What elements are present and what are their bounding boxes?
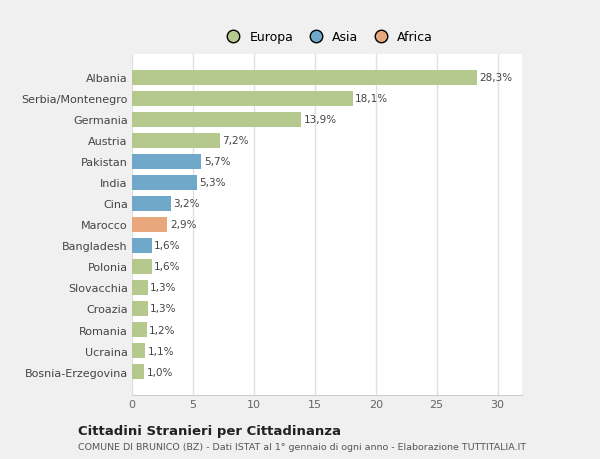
Text: 1,6%: 1,6%: [154, 262, 181, 272]
Text: 1,3%: 1,3%: [150, 304, 177, 314]
Bar: [132, 280, 148, 296]
Text: 3,2%: 3,2%: [173, 199, 200, 209]
Text: 5,7%: 5,7%: [204, 157, 230, 167]
Bar: [132, 134, 220, 149]
Text: Cittadini Stranieri per Cittadinanza: Cittadini Stranieri per Cittadinanza: [78, 424, 341, 437]
Bar: [132, 322, 146, 337]
Bar: [132, 364, 144, 379]
Bar: [132, 343, 145, 358]
Text: 18,1%: 18,1%: [355, 94, 388, 104]
Text: 28,3%: 28,3%: [479, 73, 512, 83]
Text: 5,3%: 5,3%: [199, 178, 226, 188]
Text: 1,0%: 1,0%: [146, 367, 173, 377]
Bar: [132, 154, 202, 169]
Bar: [132, 71, 477, 86]
Text: 2,9%: 2,9%: [170, 220, 196, 230]
Text: 1,2%: 1,2%: [149, 325, 176, 335]
Bar: [132, 259, 151, 274]
Bar: [132, 301, 148, 316]
Text: 1,6%: 1,6%: [154, 241, 181, 251]
Bar: [132, 112, 301, 128]
Text: 1,1%: 1,1%: [148, 346, 175, 356]
Bar: [132, 91, 353, 106]
Legend: Europa, Asia, Africa: Europa, Asia, Africa: [217, 28, 437, 48]
Text: 1,3%: 1,3%: [150, 283, 177, 293]
Text: 7,2%: 7,2%: [222, 136, 248, 146]
Text: 13,9%: 13,9%: [304, 115, 337, 125]
Text: COMUNE DI BRUNICO (BZ) - Dati ISTAT al 1° gennaio di ogni anno - Elaborazione TU: COMUNE DI BRUNICO (BZ) - Dati ISTAT al 1…: [78, 442, 526, 451]
Bar: [132, 175, 197, 190]
Bar: [132, 196, 171, 212]
Bar: [132, 238, 151, 253]
Bar: [132, 218, 167, 232]
